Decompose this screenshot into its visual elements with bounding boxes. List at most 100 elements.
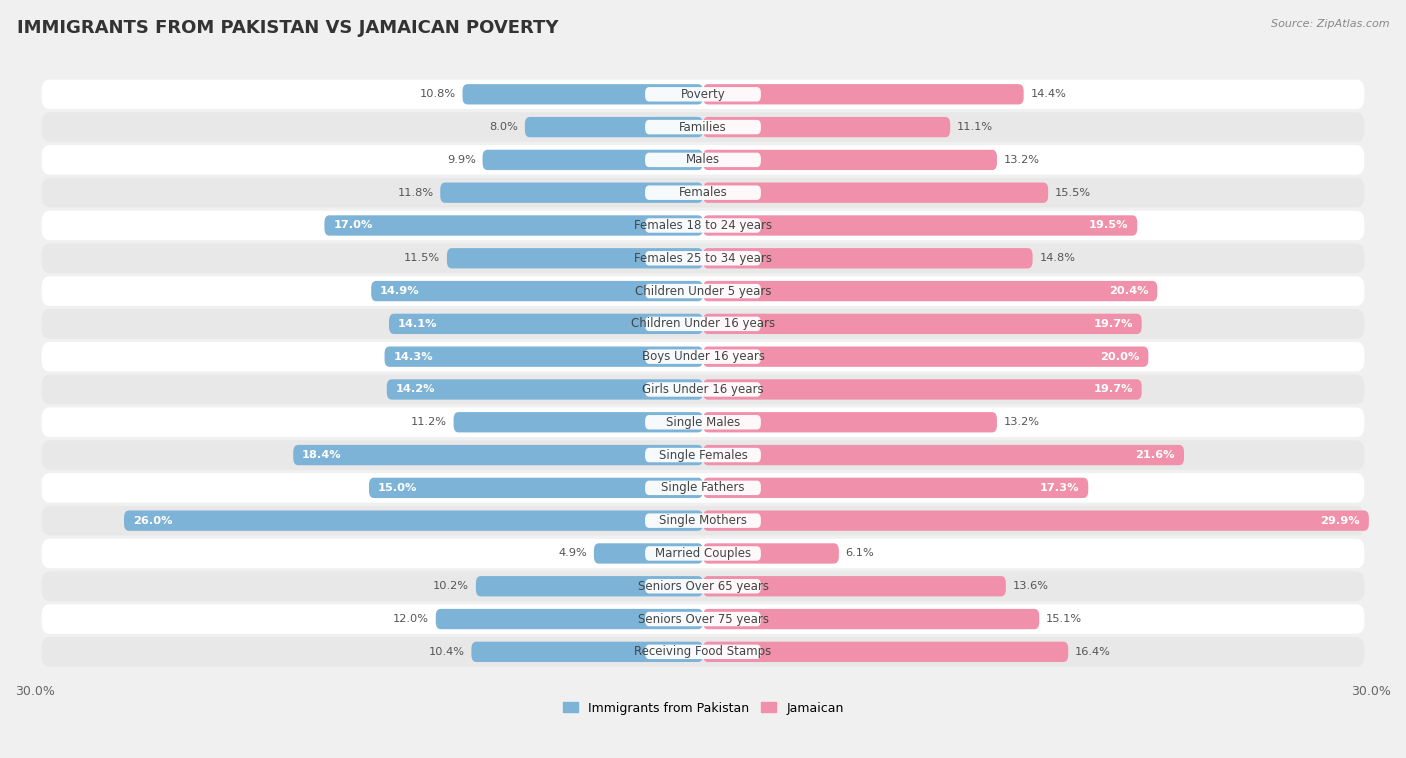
FancyBboxPatch shape — [645, 448, 761, 462]
Text: Girls Under 16 years: Girls Under 16 years — [643, 383, 763, 396]
FancyBboxPatch shape — [645, 251, 761, 265]
Text: 14.1%: 14.1% — [398, 319, 437, 329]
FancyBboxPatch shape — [42, 243, 1364, 273]
FancyBboxPatch shape — [42, 572, 1364, 601]
FancyBboxPatch shape — [645, 612, 761, 626]
FancyBboxPatch shape — [42, 604, 1364, 634]
FancyBboxPatch shape — [42, 637, 1364, 666]
Text: 14.9%: 14.9% — [380, 286, 420, 296]
Text: Females: Females — [679, 186, 727, 199]
FancyBboxPatch shape — [703, 281, 1157, 301]
Text: Single Females: Single Females — [658, 449, 748, 462]
FancyBboxPatch shape — [42, 506, 1364, 535]
Text: 11.5%: 11.5% — [404, 253, 440, 263]
FancyBboxPatch shape — [389, 314, 703, 334]
FancyBboxPatch shape — [703, 445, 1184, 465]
FancyBboxPatch shape — [42, 440, 1364, 470]
FancyBboxPatch shape — [42, 374, 1364, 404]
Text: Females 18 to 24 years: Females 18 to 24 years — [634, 219, 772, 232]
FancyBboxPatch shape — [482, 150, 703, 170]
FancyBboxPatch shape — [703, 412, 997, 432]
Text: Receiving Food Stamps: Receiving Food Stamps — [634, 645, 772, 659]
Legend: Immigrants from Pakistan, Jamaican: Immigrants from Pakistan, Jamaican — [562, 701, 844, 715]
FancyBboxPatch shape — [42, 112, 1364, 142]
Text: 29.9%: 29.9% — [1320, 515, 1360, 525]
Text: Seniors Over 75 years: Seniors Over 75 years — [637, 612, 769, 625]
FancyBboxPatch shape — [645, 120, 761, 134]
Text: 20.4%: 20.4% — [1109, 286, 1149, 296]
FancyBboxPatch shape — [645, 317, 761, 331]
FancyBboxPatch shape — [703, 609, 1039, 629]
Text: 18.4%: 18.4% — [302, 450, 342, 460]
Text: IMMIGRANTS FROM PAKISTAN VS JAMAICAN POVERTY: IMMIGRANTS FROM PAKISTAN VS JAMAICAN POV… — [17, 19, 558, 37]
FancyBboxPatch shape — [42, 473, 1364, 503]
Text: Boys Under 16 years: Boys Under 16 years — [641, 350, 765, 363]
Text: 19.7%: 19.7% — [1094, 384, 1133, 394]
FancyBboxPatch shape — [454, 412, 703, 432]
FancyBboxPatch shape — [42, 211, 1364, 240]
FancyBboxPatch shape — [645, 218, 761, 233]
FancyBboxPatch shape — [593, 543, 703, 564]
FancyBboxPatch shape — [524, 117, 703, 137]
Text: Seniors Over 65 years: Seniors Over 65 years — [637, 580, 769, 593]
FancyBboxPatch shape — [703, 346, 1149, 367]
Text: 15.5%: 15.5% — [1054, 188, 1091, 198]
FancyBboxPatch shape — [703, 117, 950, 137]
FancyBboxPatch shape — [645, 283, 761, 299]
FancyBboxPatch shape — [703, 576, 1005, 597]
FancyBboxPatch shape — [645, 415, 761, 430]
FancyBboxPatch shape — [42, 539, 1364, 568]
Text: Children Under 16 years: Children Under 16 years — [631, 318, 775, 330]
Text: 14.4%: 14.4% — [1031, 89, 1066, 99]
Text: 17.0%: 17.0% — [333, 221, 373, 230]
Text: 10.4%: 10.4% — [429, 647, 465, 657]
Text: 12.0%: 12.0% — [394, 614, 429, 624]
FancyBboxPatch shape — [387, 379, 703, 399]
FancyBboxPatch shape — [42, 408, 1364, 437]
FancyBboxPatch shape — [368, 478, 703, 498]
Text: Males: Males — [686, 153, 720, 167]
FancyBboxPatch shape — [645, 513, 761, 528]
Text: 10.2%: 10.2% — [433, 581, 470, 591]
FancyBboxPatch shape — [645, 644, 761, 659]
Text: Poverty: Poverty — [681, 88, 725, 101]
FancyBboxPatch shape — [463, 84, 703, 105]
Text: 13.6%: 13.6% — [1012, 581, 1049, 591]
FancyBboxPatch shape — [325, 215, 703, 236]
FancyBboxPatch shape — [42, 80, 1364, 109]
Text: 26.0%: 26.0% — [134, 515, 173, 525]
Text: 16.4%: 16.4% — [1076, 647, 1111, 657]
Text: 10.8%: 10.8% — [420, 89, 456, 99]
Text: 11.2%: 11.2% — [411, 417, 447, 428]
FancyBboxPatch shape — [645, 382, 761, 396]
FancyBboxPatch shape — [42, 277, 1364, 305]
Text: Single Fathers: Single Fathers — [661, 481, 745, 494]
Text: 20.0%: 20.0% — [1099, 352, 1139, 362]
FancyBboxPatch shape — [645, 186, 761, 200]
FancyBboxPatch shape — [385, 346, 703, 367]
FancyBboxPatch shape — [703, 510, 1369, 531]
Text: 19.5%: 19.5% — [1088, 221, 1129, 230]
Text: 14.3%: 14.3% — [394, 352, 433, 362]
Text: 8.0%: 8.0% — [489, 122, 519, 132]
FancyBboxPatch shape — [294, 445, 703, 465]
FancyBboxPatch shape — [475, 576, 703, 597]
FancyBboxPatch shape — [645, 87, 761, 102]
FancyBboxPatch shape — [645, 349, 761, 364]
FancyBboxPatch shape — [703, 84, 1024, 105]
FancyBboxPatch shape — [703, 543, 839, 564]
FancyBboxPatch shape — [645, 152, 761, 167]
FancyBboxPatch shape — [42, 309, 1364, 339]
FancyBboxPatch shape — [42, 178, 1364, 208]
Text: 14.2%: 14.2% — [395, 384, 436, 394]
Text: 11.1%: 11.1% — [957, 122, 993, 132]
FancyBboxPatch shape — [436, 609, 703, 629]
Text: 9.9%: 9.9% — [447, 155, 475, 165]
FancyBboxPatch shape — [645, 579, 761, 594]
FancyBboxPatch shape — [371, 281, 703, 301]
Text: 15.1%: 15.1% — [1046, 614, 1083, 624]
FancyBboxPatch shape — [703, 183, 1047, 203]
Text: 14.8%: 14.8% — [1039, 253, 1076, 263]
FancyBboxPatch shape — [447, 248, 703, 268]
FancyBboxPatch shape — [703, 314, 1142, 334]
